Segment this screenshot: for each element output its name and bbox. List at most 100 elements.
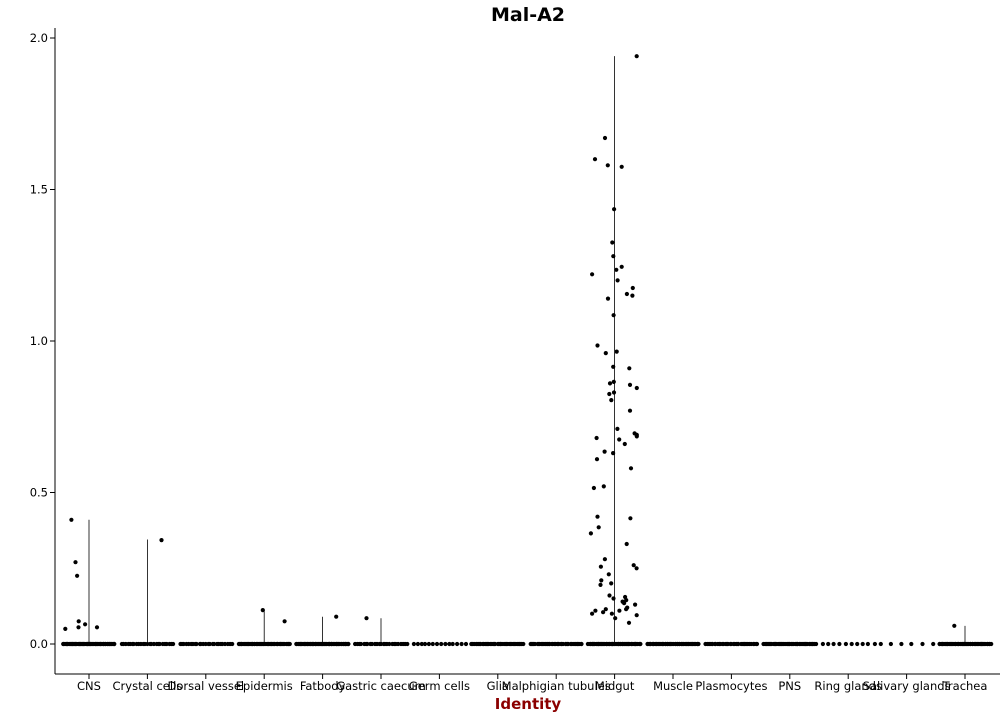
data-point (633, 602, 638, 607)
data-point (63, 626, 68, 632)
data-point (814, 641, 819, 647)
data-point (419, 641, 424, 647)
data-point (624, 291, 630, 297)
data-point (611, 254, 616, 259)
data-point (820, 641, 826, 647)
data-point (952, 623, 957, 628)
x-tick-label: Gastric caecum (336, 679, 426, 693)
data-point (628, 516, 633, 521)
data-point (73, 560, 78, 565)
data-point (611, 313, 616, 318)
data-point (334, 614, 339, 619)
data-point (611, 379, 616, 384)
x-tick-label: Crystal cells (113, 679, 183, 693)
data-point (364, 616, 369, 621)
data-point (754, 641, 760, 647)
y-tick-label: 1.5 (30, 183, 48, 197)
y-tick-label: 0.0 (30, 637, 48, 651)
data-point (696, 641, 701, 647)
data-point (358, 641, 363, 647)
y-tick-label: 2.0 (30, 31, 48, 45)
x-tick-label: CNS (77, 679, 101, 693)
data-point (602, 449, 607, 454)
data-point (411, 641, 416, 647)
data-point (369, 641, 375, 647)
data-point (131, 641, 136, 647)
data-point (365, 641, 370, 647)
y-tick-label: 0.5 (30, 486, 48, 500)
data-point (69, 517, 74, 522)
data-point (837, 641, 842, 647)
data-point (878, 641, 883, 647)
data-point (638, 641, 643, 647)
data-point (609, 398, 614, 403)
x-tick-label: Ring glands (814, 679, 882, 693)
data-point (171, 641, 176, 647)
data-point (627, 408, 633, 413)
data-point (611, 596, 616, 601)
x-tick-label: Trachea (942, 679, 988, 693)
data-point (282, 619, 287, 624)
data-point (634, 434, 639, 439)
data-point (212, 641, 217, 647)
x-axis-title: Identity (495, 695, 562, 713)
data-point (76, 625, 81, 630)
chart-title: Mal-A2 (491, 4, 565, 26)
data-point (617, 608, 622, 613)
data-point (387, 641, 392, 647)
x-tick-label: Dorsal vessel (167, 679, 244, 693)
data-point (627, 382, 633, 387)
data-point (594, 457, 600, 462)
x-tick-label: PNS (778, 679, 801, 693)
data-point (611, 451, 616, 456)
data-point (609, 581, 614, 586)
data-point (590, 611, 595, 616)
data-point (207, 641, 212, 647)
data-point (434, 641, 440, 647)
data-point (628, 466, 634, 471)
data-point (849, 641, 854, 647)
data-point (634, 54, 639, 59)
data-point (83, 622, 88, 627)
data-point (630, 285, 635, 291)
data-point (602, 135, 608, 141)
data-point (588, 531, 594, 536)
data-point (865, 641, 871, 647)
data-point (613, 616, 618, 621)
data-point (396, 641, 401, 647)
x-tick-label: Epidermis (236, 679, 293, 693)
data-point (603, 351, 608, 356)
data-point (843, 641, 849, 647)
data-point (521, 641, 526, 647)
data-point (909, 641, 914, 647)
data-point (405, 641, 410, 647)
data-point (422, 641, 428, 647)
data-point (596, 525, 601, 530)
data-point (595, 343, 600, 348)
data-point (611, 390, 617, 395)
data-point (614, 349, 619, 354)
x-tick-label: Glia (487, 679, 509, 693)
data-point (75, 573, 80, 578)
data-point (989, 641, 994, 647)
data-point (607, 381, 613, 386)
data-point (595, 514, 600, 519)
data-point (607, 391, 612, 397)
data-point (601, 484, 606, 489)
data-point (624, 598, 629, 603)
x-tick-label: Muscle (653, 679, 693, 693)
data-point (627, 366, 632, 371)
data-point (76, 619, 81, 624)
data-point (443, 641, 448, 647)
data-point (415, 641, 420, 647)
data-point (157, 641, 162, 647)
data-point (920, 641, 925, 647)
x-tick-label: Salivary glands (863, 679, 951, 693)
data-point (592, 157, 598, 162)
data-point (260, 608, 265, 613)
data-point (617, 437, 622, 442)
data-point (591, 485, 597, 491)
x-tick-label: Germ cells (409, 679, 470, 693)
data-point (634, 613, 639, 618)
data-point (614, 267, 619, 272)
